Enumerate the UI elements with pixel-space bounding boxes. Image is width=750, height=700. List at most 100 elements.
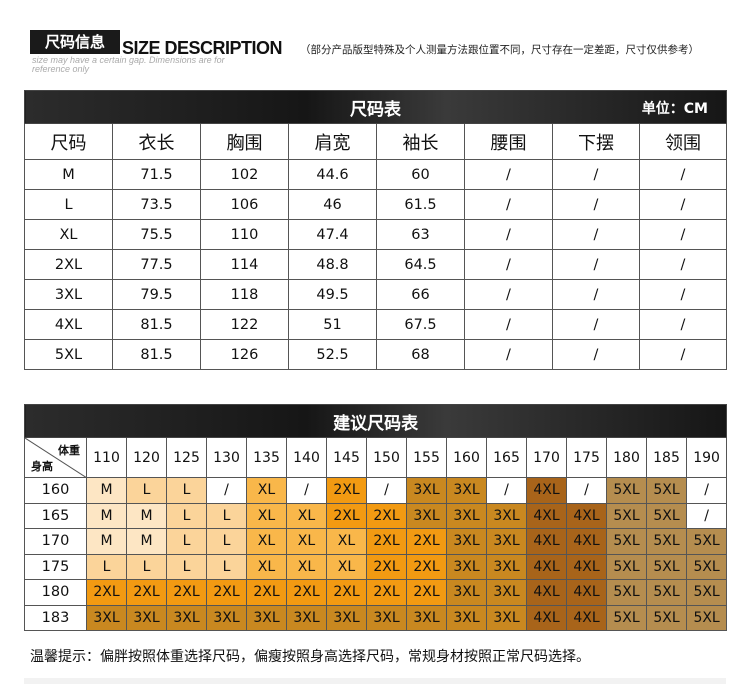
size-value-cell: 61.5	[376, 189, 465, 220]
weight-header-cell: 175	[566, 437, 607, 478]
recommended-size-cell: 5XL	[606, 502, 647, 529]
recommended-size-cell: 3XL	[286, 604, 327, 631]
recommended-size-cell: 4XL	[566, 604, 607, 631]
size-value-cell: 122	[200, 309, 289, 340]
recommended-size-cell: 4XL	[526, 528, 567, 555]
size-value-cell: 81.5	[112, 339, 201, 370]
size-value-cell: /	[639, 309, 727, 340]
size-value-cell: /	[464, 309, 553, 340]
weight-header-cell: 135	[246, 437, 287, 478]
recommended-size-cell: 3XL	[446, 553, 487, 580]
recommended-size-cell: L	[206, 553, 247, 580]
recommended-size-cell: M	[126, 502, 167, 529]
size-row: L 73.5 106 46 61.5// /	[24, 189, 727, 220]
size-header: 尺码信息 SIZE DESCRIPTION （部分产品版型特殊及个人测量方法跟位…	[30, 30, 730, 80]
size-label-cell: 4XL	[24, 309, 113, 340]
recommended-size-cell: XL	[286, 502, 327, 529]
size-info-badge: 尺码信息	[30, 30, 120, 54]
size-value-cell: 114	[200, 249, 289, 280]
height-label-cell: 175	[24, 553, 87, 580]
size-value-cell: /	[552, 249, 640, 280]
recommended-size-cell: 5XL	[685, 528, 728, 555]
size-value-cell: /	[464, 339, 553, 370]
recommended-size-cell: 2XL	[126, 579, 167, 606]
recommended-size-cell: 5XL	[685, 553, 728, 580]
recommended-size-cell: M	[86, 528, 127, 555]
recommended-size-cell: 5XL	[646, 502, 687, 529]
size-label-cell: XL	[24, 219, 113, 250]
size-value-cell: /	[464, 249, 553, 280]
recommended-size-cell: 4XL	[526, 477, 567, 504]
size-chart-title: 尺码表	[350, 99, 401, 120]
recommended-size-cell: 5XL	[646, 528, 687, 555]
recommended-size-cell: 3XL	[446, 604, 487, 631]
recommended-size-cell: L	[206, 502, 247, 529]
recommended-size-table: 建议尺码表 体重 身高 110 120 125 130 135 140 145 150 155 1…	[23, 404, 728, 631]
recommended-size-cell: 2XL	[326, 477, 367, 504]
weight-header-cell: 140	[286, 437, 327, 478]
weight-header-cell: 155	[406, 437, 447, 478]
recommended-size-cell: 2XL	[406, 528, 447, 555]
height-row: 160 M L L / XL/2XL/3XL 3XL/4XL/5XL 5XL /	[24, 477, 728, 504]
corner-cell: 体重 身高	[24, 437, 87, 478]
recommended-size-cell: L	[166, 477, 207, 504]
recommended-size-cell: 4XL	[526, 604, 567, 631]
recommended-size-cell: 5XL	[606, 579, 647, 606]
recommended-size-cell: L	[166, 502, 207, 529]
recommended-size-cell: 3XL	[486, 604, 527, 631]
weight-header-cell: 185	[646, 437, 687, 478]
recommended-size-cell: XL	[246, 528, 287, 555]
size-value-cell: /	[464, 279, 553, 310]
size-row: M 71.5 102 44.6 60// /	[24, 159, 727, 190]
weight-header-cell: 150	[366, 437, 407, 478]
recommended-size-cell: XL	[246, 477, 287, 504]
recommended-size-cell: 5XL	[685, 579, 728, 606]
height-row: 175 L L L L XL XL XL 2XL 2XL 3XL 3XL 4XL 4XL 5XL 5XL 5XL	[24, 553, 728, 580]
recommended-size-cell: /	[486, 477, 527, 504]
weight-header-cell: 130	[206, 437, 247, 478]
recommended-size-cell: /	[286, 477, 327, 504]
recommended-size-cell: 2XL	[406, 553, 447, 580]
recommended-size-cell: 4XL	[566, 579, 607, 606]
size-value-cell: 77.5	[112, 249, 201, 280]
size-value-cell: /	[639, 279, 727, 310]
recommended-size-cell: L	[126, 477, 167, 504]
weight-header-cell: 190	[685, 437, 728, 478]
size-label-cell: 2XL	[24, 249, 113, 280]
recommended-size-cell: 5XL	[646, 553, 687, 580]
weight-header-cell: 180	[606, 437, 647, 478]
size-value-cell: 46	[288, 189, 377, 220]
size-value-cell: 47.4	[288, 219, 377, 250]
size-value-cell: /	[552, 279, 640, 310]
size-value-cell: 118	[200, 279, 289, 310]
size-label-cell: 5XL	[24, 339, 113, 370]
recommended-size-cell: 2XL	[286, 579, 327, 606]
size-value-cell: /	[464, 219, 553, 250]
size-value-cell: /	[552, 309, 640, 340]
recommended-size-cell: 5XL	[646, 579, 687, 606]
size-chart-title-bar: 尺码表 单位：CM	[24, 90, 727, 124]
height-row: 183 3XL 3XL 3XL 3XL 3XL 3XL 3XL 3XL 3XL 3XL 3XL 4XL 4…	[24, 604, 728, 631]
weight-header-cell: 125	[166, 437, 207, 478]
size-col-header: 领围	[639, 123, 727, 160]
height-label-cell: 180	[24, 579, 87, 606]
recommended-size-cell: 3XL	[86, 604, 127, 631]
size-value-cell: /	[639, 219, 727, 250]
size-value-cell: /	[464, 159, 553, 190]
recommended-size-cell: 3XL	[486, 528, 527, 555]
recommended-size-cell: 2XL	[86, 579, 127, 606]
recommended-size-cell: 4XL	[566, 553, 607, 580]
recommended-size-cell: 3XL	[366, 604, 407, 631]
recommended-size-cell: 4XL	[526, 502, 567, 529]
weight-axis-label: 体重	[58, 444, 80, 457]
recommended-size-cell: XL	[286, 553, 327, 580]
height-row: 180 2XL 2XL 2XL 2XL 2XL 2XL 2XL 2XL 2XL 3XL 3XL 4XL 4…	[24, 579, 728, 606]
recommended-size-cell: /	[566, 477, 607, 504]
recommended-size-cell: 3XL	[166, 604, 207, 631]
recommended-size-cell: XL	[246, 553, 287, 580]
recommended-size-cell: 2XL	[326, 579, 367, 606]
recommended-size-cell: L	[126, 553, 167, 580]
recommended-size-cell: 5XL	[606, 528, 647, 555]
recommended-size-cell: 4XL	[526, 579, 567, 606]
size-value-cell: 81.5	[112, 309, 201, 340]
